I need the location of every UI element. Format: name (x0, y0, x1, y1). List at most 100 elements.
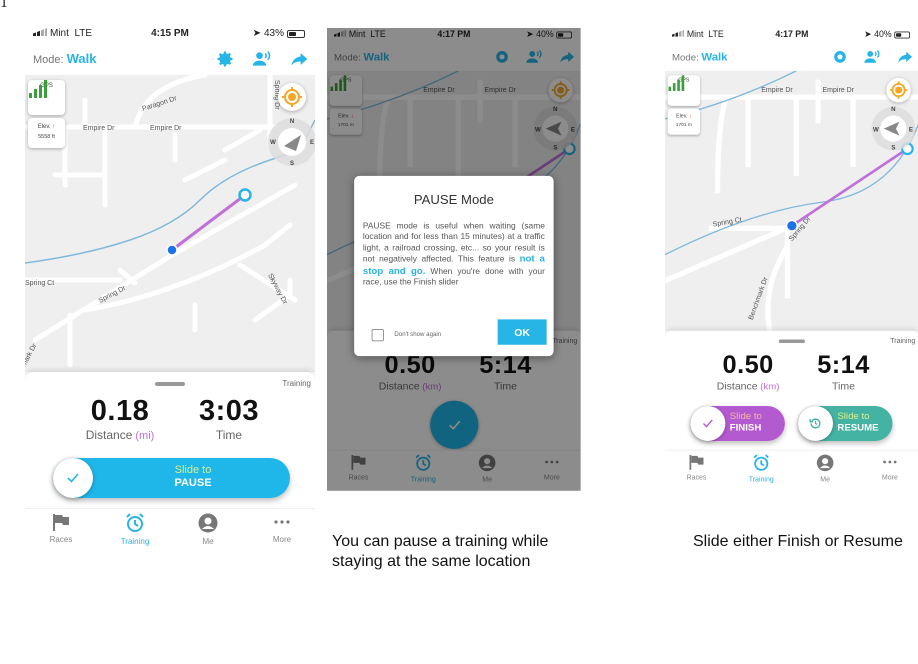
river-line (25, 119, 315, 264)
svg-text:N: N (553, 106, 557, 113)
tab-more[interactable]: More (252, 513, 312, 544)
finish-slider[interactable]: Slide to FINISH (690, 406, 785, 441)
tab-bar: Races Training Me More (25, 508, 315, 555)
dont-show-again-checkbox[interactable] (371, 329, 384, 342)
signal-icon (334, 29, 347, 37)
street-label: Spring Dr (273, 80, 280, 110)
elevation-value: 1701 m (675, 122, 692, 128)
mode-selector[interactable]: Mode: Walk (334, 50, 390, 63)
svg-text:S: S (891, 145, 895, 152)
distance-label: Distance (716, 379, 758, 392)
battery-percent: 40% (874, 29, 892, 40)
elevation-down-icon: ↓ (688, 113, 692, 119)
elevation-value: 1701 m (337, 122, 354, 128)
mode-value: Walk (363, 49, 390, 63)
phone-screen-finish-resume: Mint LTE 4:17 PM ➤ 40% Mode: Walk Empire D… (665, 28, 918, 491)
time-label: Time (215, 428, 243, 442)
tab-races[interactable]: Races (31, 513, 91, 544)
voice-coach-icon[interactable] (526, 48, 544, 66)
tab-races[interactable]: Races (670, 454, 723, 481)
map-view[interactable]: Paragon Dr Spring Dr Empire Dr Empire Dr… (25, 75, 315, 372)
compass[interactable]: N W E S (871, 106, 916, 152)
gear-icon[interactable] (831, 48, 849, 66)
gps-indicator: GPS (667, 75, 700, 106)
recenter-button[interactable] (548, 77, 573, 103)
tab-training[interactable]: Training (105, 513, 165, 546)
phone-screen-pause-dialog: Mint LTE 4:17 PM ➤ 40% Mode: Walk Empire D… (327, 28, 581, 491)
recenter-button[interactable] (278, 83, 306, 111)
carrier: Mint (686, 29, 704, 40)
mode-selector[interactable]: Mode: Walk (672, 50, 728, 63)
gps-indicator: GPS (329, 75, 362, 106)
map-view[interactable]: Empire Dr Empire Dr Spring Ct Spring Dr … (665, 70, 918, 331)
share-icon[interactable] (558, 48, 576, 66)
slider-knob[interactable] (798, 406, 833, 441)
share-icon[interactable] (289, 49, 309, 69)
crosshair-icon (282, 87, 302, 107)
distance-unit: (km) (760, 381, 780, 393)
route-line (791, 147, 909, 227)
tab-training[interactable]: Training (397, 454, 450, 483)
panel-tag: Training (552, 336, 578, 345)
gear-icon[interactable] (493, 48, 511, 66)
clock: 4:17 PM (775, 29, 809, 40)
compass[interactable]: N W E S (533, 106, 578, 152)
dialog-title: PAUSE Mode (413, 192, 494, 208)
compass[interactable]: N W E S (268, 118, 315, 167)
tab-me[interactable]: Me (799, 454, 852, 483)
slider-knob[interactable] (690, 406, 726, 441)
battery-percent: 40% (536, 29, 554, 40)
drag-handle[interactable] (778, 339, 805, 343)
mode-label: Mode: (672, 52, 699, 64)
recenter-button[interactable] (886, 77, 911, 103)
distance-value: 0.18 (90, 395, 150, 427)
tab-races[interactable]: Races (332, 454, 385, 481)
user-circle-icon (816, 454, 834, 472)
elevation-indicator: Elev. ↓ 1701 m (667, 108, 700, 135)
alarm-clock-icon (126, 513, 144, 532)
tab-me[interactable]: Me (461, 454, 514, 483)
drag-handle[interactable] (155, 382, 185, 386)
signal-icon (33, 28, 47, 36)
panel-tag: Training (282, 379, 311, 388)
dont-show-again-label[interactable]: Don't show again (394, 331, 442, 338)
distance-unit: (km) (422, 381, 442, 393)
svg-text:E: E (571, 126, 575, 133)
distance-label: Distance (85, 428, 133, 442)
time-label: Time (494, 379, 517, 392)
svg-text:W: W (873, 126, 879, 133)
share-icon[interactable] (896, 48, 914, 66)
carrier: Mint (50, 28, 69, 39)
alarm-clock-icon (753, 454, 769, 471)
flag-icon (351, 455, 366, 470)
more-dots-icon (883, 460, 897, 464)
street-label: Empire Dr (761, 87, 793, 94)
phone-screen-pause: Mint LTE 4:15 PM ➤ 43% Mode: Walk Paragon … (25, 26, 315, 555)
clock: 4:15 PM (151, 28, 189, 39)
flag-icon (689, 455, 704, 470)
street-label: Empire Dr (83, 125, 115, 132)
gear-icon[interactable] (215, 49, 235, 69)
tab-me[interactable]: Me (178, 513, 238, 546)
tab-more[interactable]: More (526, 454, 579, 481)
clock: 4:17 PM (437, 29, 471, 40)
slider-prefix: Slide to (174, 464, 212, 476)
pause-slider[interactable]: Slide to PAUSE (53, 458, 290, 498)
current-position-dot (785, 219, 798, 232)
status-bar: Mint LTE 4:17 PM ➤ 40% (665, 28, 918, 42)
slider-action: PAUSE (174, 477, 212, 489)
tab-more[interactable]: More (864, 454, 917, 481)
elevation-up-icon: ↑ (52, 124, 56, 130)
resume-slider[interactable]: Slide to RESUME (798, 406, 893, 441)
street-label: Empire Dr (423, 87, 455, 94)
ok-button[interactable]: OK (497, 319, 547, 345)
svg-text:W: W (535, 126, 541, 133)
tab-training[interactable]: Training (735, 454, 788, 483)
mode-value: Walk (66, 51, 97, 66)
slider-knob[interactable] (53, 458, 93, 498)
mode-selector[interactable]: Mode: Walk (33, 51, 96, 66)
voice-coach-icon[interactable] (864, 48, 882, 66)
time-label: Time (832, 379, 855, 392)
paused-button[interactable] (430, 400, 479, 449)
voice-coach-icon[interactable] (252, 49, 272, 69)
